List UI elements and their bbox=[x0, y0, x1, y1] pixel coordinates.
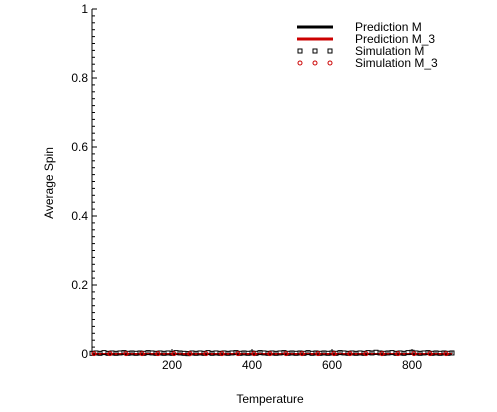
data-point-circle bbox=[347, 351, 353, 357]
x-axis-title: Temperature bbox=[236, 392, 304, 406]
data-point-circle bbox=[139, 351, 145, 357]
data-point-circle bbox=[123, 351, 129, 357]
data-point-circle bbox=[299, 351, 305, 357]
legend-label: Prediction M_3 bbox=[355, 32, 435, 46]
y-tick-label: 0.6 bbox=[71, 140, 88, 154]
legend-label: Prediction M bbox=[355, 20, 422, 34]
plot-area bbox=[89, 349, 455, 357]
data-point-circle bbox=[379, 351, 385, 357]
legend-circle-marker bbox=[297, 60, 303, 66]
x-tick-label: 600 bbox=[322, 358, 342, 372]
data-point-circle bbox=[155, 351, 161, 357]
data-point-circle bbox=[267, 351, 273, 357]
y-tick-label: 0.4 bbox=[71, 209, 88, 223]
data-point-circle bbox=[427, 351, 433, 357]
data-point-circle bbox=[395, 351, 401, 357]
y-axis-title: Average Spin bbox=[42, 147, 56, 219]
data-point-circle bbox=[443, 351, 449, 357]
data-point-circle bbox=[91, 351, 97, 357]
legend-square-marker bbox=[297, 48, 303, 54]
data-point-circle bbox=[251, 351, 257, 357]
x-tick-label: 400 bbox=[242, 358, 262, 372]
data-point-circle bbox=[219, 351, 225, 357]
data-point-circle bbox=[315, 351, 321, 357]
legend-circle-marker bbox=[312, 60, 318, 66]
data-point-circle bbox=[187, 351, 193, 357]
legend-label: Simulation M bbox=[355, 44, 424, 58]
legend-label: Simulation M_3 bbox=[355, 56, 438, 70]
data-point-square bbox=[449, 350, 455, 356]
data-point-circle bbox=[171, 351, 177, 357]
y-tick-label: 0 bbox=[81, 347, 88, 361]
data-point-circle bbox=[203, 351, 209, 357]
data-point-circle bbox=[283, 351, 289, 357]
y-tick-label: 1 bbox=[81, 2, 88, 16]
legend-square-marker bbox=[312, 48, 318, 54]
legend-circle-marker bbox=[327, 60, 333, 66]
y-tick-label: 0.8 bbox=[71, 71, 88, 85]
y-tick-label: 0.2 bbox=[71, 278, 88, 292]
legend-square-marker bbox=[327, 48, 333, 54]
data-point-circle bbox=[411, 351, 417, 357]
data-point-circle bbox=[363, 351, 369, 357]
data-point-circle bbox=[107, 351, 113, 357]
data-point-circle bbox=[331, 351, 337, 357]
x-tick-label: 800 bbox=[402, 358, 422, 372]
x-tick-label: 200 bbox=[162, 358, 182, 372]
data-point-circle bbox=[235, 351, 241, 357]
